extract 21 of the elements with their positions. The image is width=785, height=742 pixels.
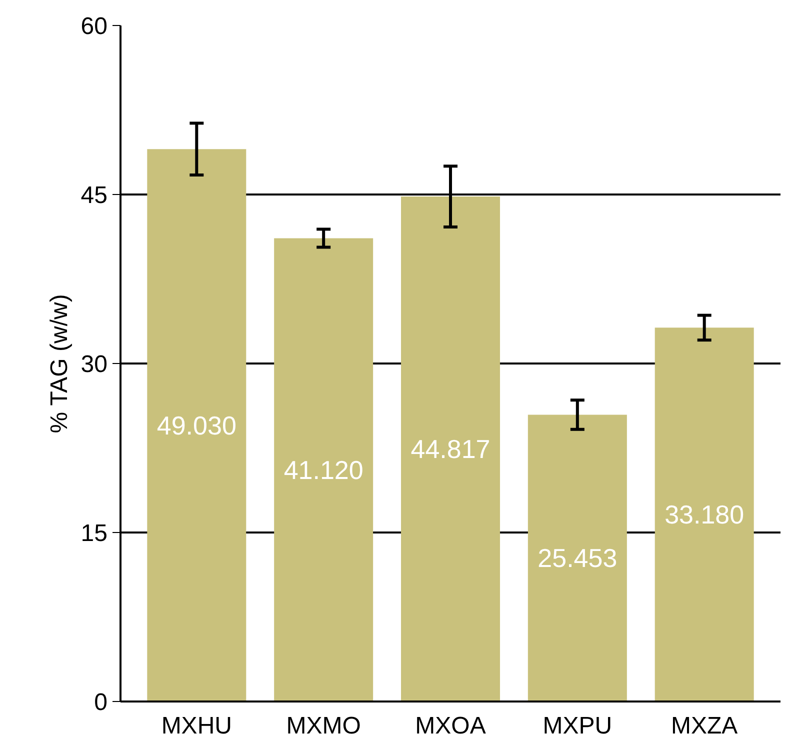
x-tick-label: MXOA — [415, 712, 486, 740]
data-label: 41.120 — [284, 454, 364, 485]
x-tick-label: MXPU — [542, 712, 612, 740]
y-tick-label: 0 — [94, 689, 108, 716]
x-tick-label: MXMO — [286, 712, 361, 740]
bar — [274, 238, 374, 702]
data-label: 33.180 — [664, 500, 744, 530]
y-tick-label: 45 — [80, 182, 108, 209]
y-tick-label: 15 — [80, 520, 108, 547]
y-axis-title: % TAG (w/w) — [46, 294, 73, 434]
bar — [147, 149, 246, 702]
data-label: 44.817 — [410, 434, 490, 464]
bar — [401, 196, 500, 702]
data-label: 25.453 — [538, 543, 618, 574]
y-tick-label: 60 — [80, 13, 108, 40]
x-tick-label: MXZA — [671, 712, 738, 740]
y-tick-label: 30 — [80, 351, 108, 378]
x-tick-label: MXHU — [161, 712, 232, 740]
bar — [528, 414, 627, 702]
data-label: 49.030 — [156, 410, 236, 440]
bar — [654, 328, 754, 702]
